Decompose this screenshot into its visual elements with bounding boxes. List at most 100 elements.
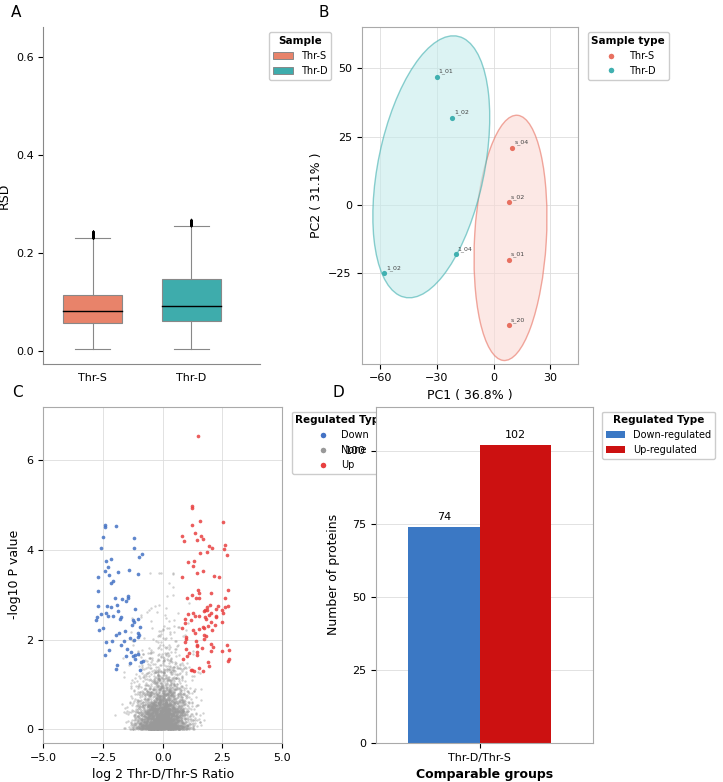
Point xyxy=(165,719,176,731)
Point xyxy=(171,683,183,695)
Point xyxy=(181,633,192,645)
Point xyxy=(164,684,176,697)
Point xyxy=(163,708,174,720)
Point xyxy=(153,716,165,728)
Point xyxy=(163,698,174,710)
Point xyxy=(142,719,154,731)
Point xyxy=(124,696,135,708)
Point xyxy=(147,664,159,676)
Point xyxy=(140,720,152,733)
Point xyxy=(218,543,229,555)
Point xyxy=(152,709,163,722)
Point xyxy=(158,719,169,732)
Point xyxy=(158,675,169,687)
Point xyxy=(150,700,161,712)
Point xyxy=(152,664,163,676)
Point xyxy=(149,704,161,716)
Point xyxy=(136,708,147,720)
Point xyxy=(166,718,178,730)
Point xyxy=(147,716,158,728)
Point xyxy=(153,624,165,637)
Point xyxy=(151,711,163,723)
Point xyxy=(153,690,165,702)
Point xyxy=(167,721,179,734)
Text: 1_02: 1_02 xyxy=(454,109,469,115)
Point xyxy=(149,722,161,734)
Point xyxy=(140,719,152,732)
Point xyxy=(161,722,172,734)
Point xyxy=(158,708,170,720)
Point xyxy=(163,712,174,724)
Point xyxy=(154,694,166,706)
Point xyxy=(147,702,159,715)
Point xyxy=(143,717,155,730)
Point xyxy=(148,690,160,702)
Point xyxy=(155,719,166,731)
Point xyxy=(155,711,167,723)
Point xyxy=(147,707,159,719)
Point xyxy=(194,529,206,542)
Point xyxy=(179,712,190,725)
Point xyxy=(163,704,175,716)
Point xyxy=(142,704,153,716)
Point xyxy=(154,714,166,726)
Point xyxy=(147,703,158,716)
Point xyxy=(156,712,168,724)
Point xyxy=(195,683,207,695)
Point xyxy=(146,721,158,734)
Point xyxy=(147,721,158,734)
Point xyxy=(139,716,150,728)
Point xyxy=(159,722,171,734)
Point xyxy=(154,722,166,734)
Point xyxy=(167,720,179,733)
Point xyxy=(171,697,183,709)
Point xyxy=(144,717,155,730)
Point xyxy=(184,712,196,725)
Point xyxy=(143,719,155,731)
Point xyxy=(147,658,159,670)
Point xyxy=(163,707,175,719)
Point xyxy=(156,692,168,705)
Point xyxy=(175,701,187,714)
Point xyxy=(178,705,189,718)
Point xyxy=(136,723,147,735)
Point xyxy=(131,704,142,716)
Point xyxy=(161,712,173,724)
Point xyxy=(153,712,164,725)
Point xyxy=(172,708,184,720)
Point xyxy=(142,721,154,734)
Point xyxy=(165,719,176,732)
Point xyxy=(150,705,161,718)
Point xyxy=(158,720,170,733)
Point xyxy=(164,655,176,667)
Point xyxy=(161,590,173,602)
Point xyxy=(136,662,147,675)
Point xyxy=(155,628,167,640)
Point xyxy=(153,705,165,718)
Point xyxy=(163,721,174,734)
Point xyxy=(155,704,166,716)
Point xyxy=(151,699,163,712)
Point xyxy=(158,654,170,666)
Point xyxy=(170,693,181,705)
Point xyxy=(156,716,168,729)
Point xyxy=(156,712,168,724)
Point xyxy=(184,661,195,673)
Point xyxy=(143,711,155,723)
Point xyxy=(168,708,179,721)
Point xyxy=(154,712,166,725)
Point xyxy=(147,706,158,719)
Point xyxy=(140,722,151,734)
Point xyxy=(155,675,167,687)
Point xyxy=(133,706,145,719)
Point xyxy=(144,651,155,664)
Point xyxy=(155,712,166,724)
Point xyxy=(142,705,154,718)
Point xyxy=(151,713,163,726)
Point xyxy=(158,685,169,698)
Point xyxy=(168,703,179,716)
Point xyxy=(161,714,173,726)
Point xyxy=(158,701,170,713)
Point xyxy=(132,647,144,660)
Point xyxy=(147,711,159,723)
